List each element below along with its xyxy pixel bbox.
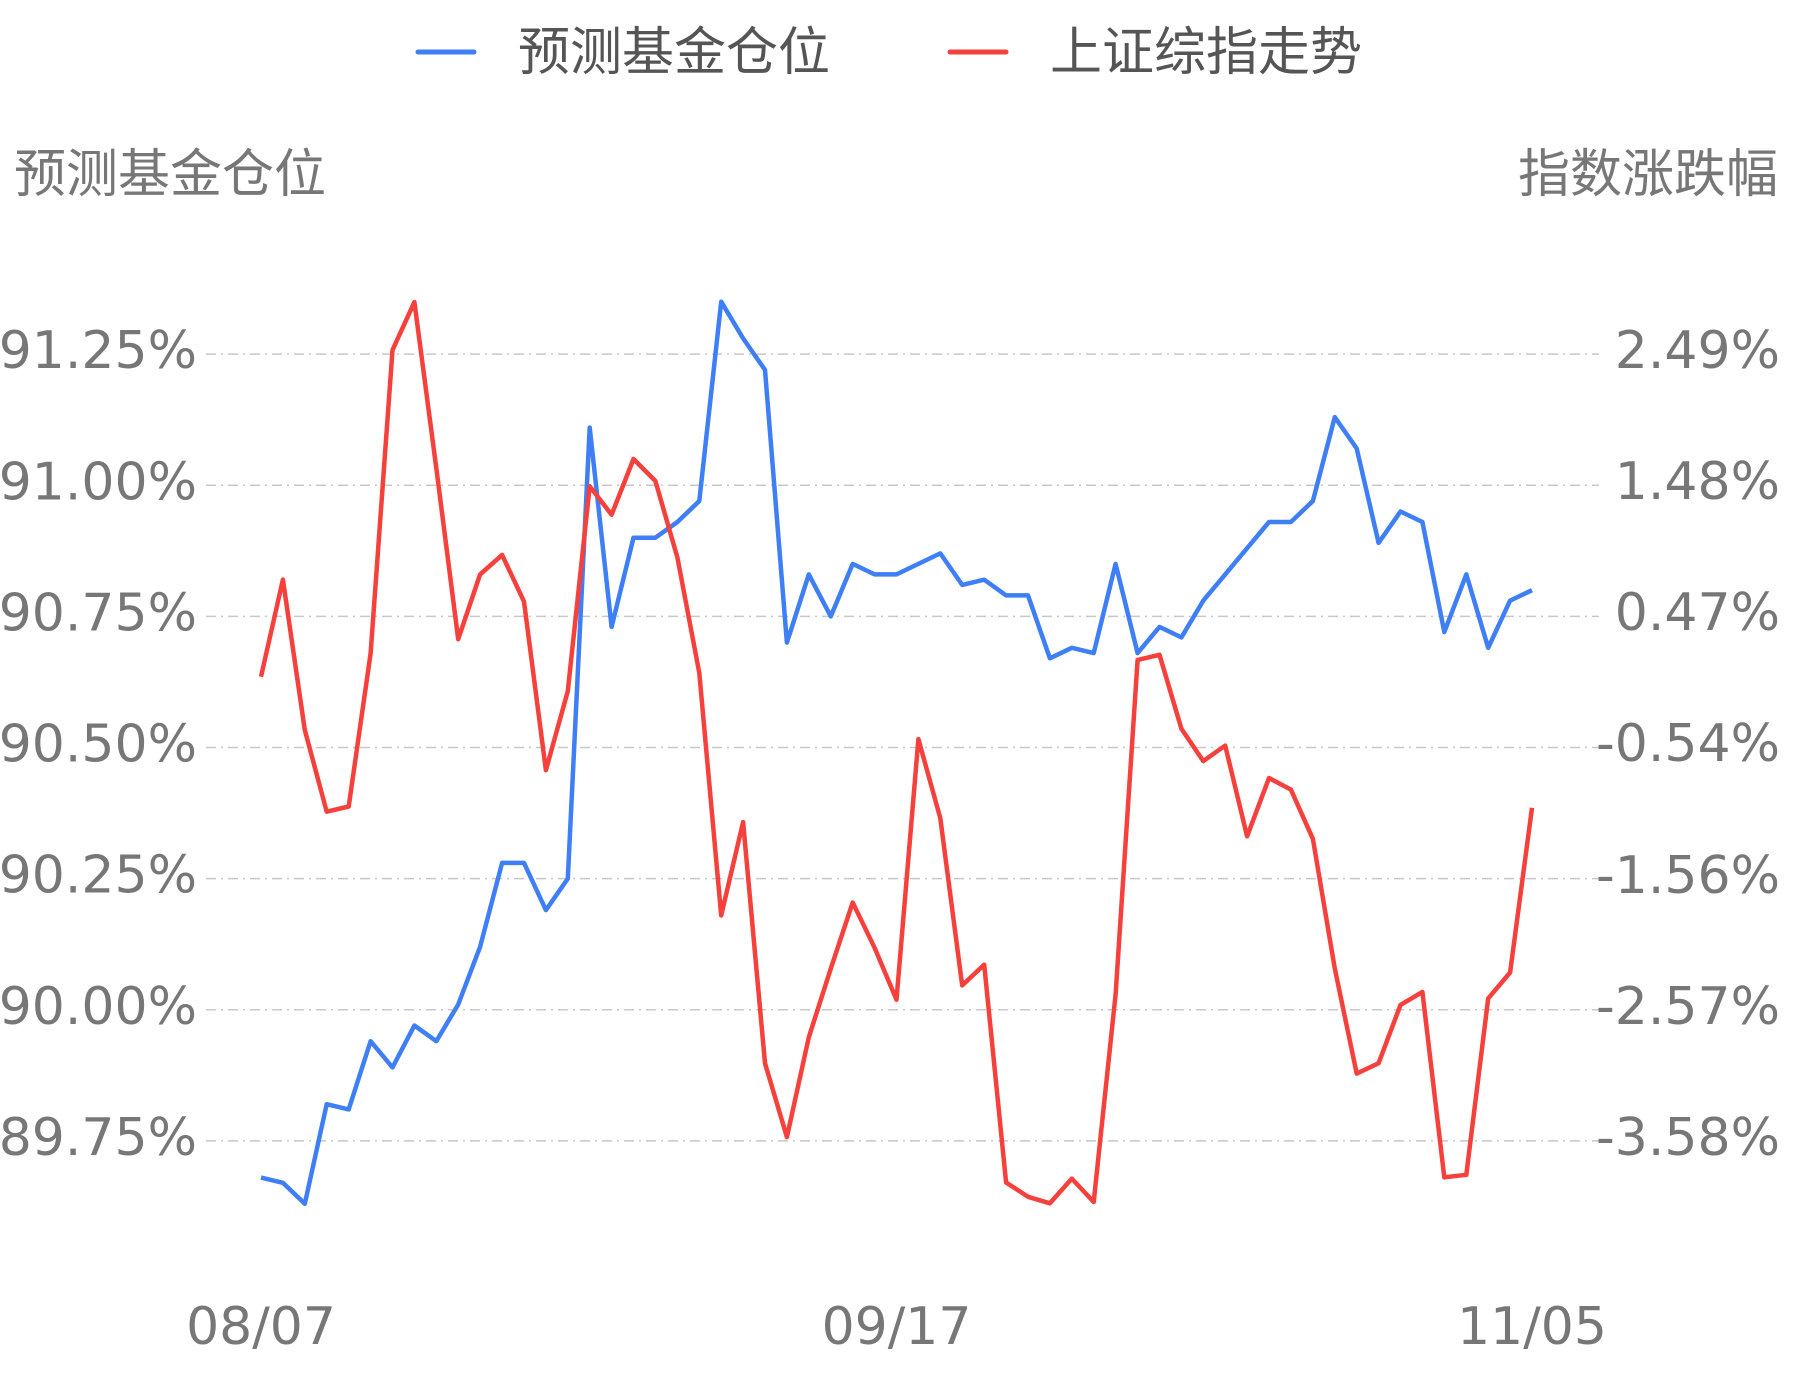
y2-tick-label: 1.48% xyxy=(1615,452,1780,512)
y2-axis-title: 指数涨跌幅 xyxy=(1518,145,1778,205)
y-axis-title: 预测基金仓位 xyxy=(14,145,326,205)
x-tick-label: 08/07 xyxy=(186,1297,336,1357)
y-tick-label: 90.75% xyxy=(0,583,197,643)
y-tick-label: 90.25% xyxy=(0,846,197,906)
y-tick-label: 90.00% xyxy=(0,977,197,1037)
x-tick-label: 11/05 xyxy=(1457,1297,1607,1357)
series-line xyxy=(258,299,1535,1206)
legend: 预测基金仓位 上证综指走势 xyxy=(415,23,1362,83)
y-tick-label: 90.50% xyxy=(0,715,197,775)
y2-tick-label: -3.58% xyxy=(1596,1108,1780,1168)
y2-tick-label: 2.49% xyxy=(1615,321,1780,381)
legend-label: 预测基金仓位 xyxy=(518,23,830,83)
y2-tick-label: -0.54% xyxy=(1596,714,1780,774)
series-line xyxy=(260,299,1533,1207)
y2-tick-label: 0.47% xyxy=(1615,583,1780,643)
y-tick-label: 91.00% xyxy=(0,452,197,512)
y-tick-label: 91.25% xyxy=(0,321,197,381)
y2-tick-label: -2.57% xyxy=(1596,977,1780,1037)
y-tick-label: 89.75% xyxy=(0,1108,197,1168)
x-tick-label: 09/17 xyxy=(822,1297,972,1357)
y2-tick-label: -1.56% xyxy=(1596,846,1780,906)
legend-label: 上证综指走势 xyxy=(1050,23,1362,83)
